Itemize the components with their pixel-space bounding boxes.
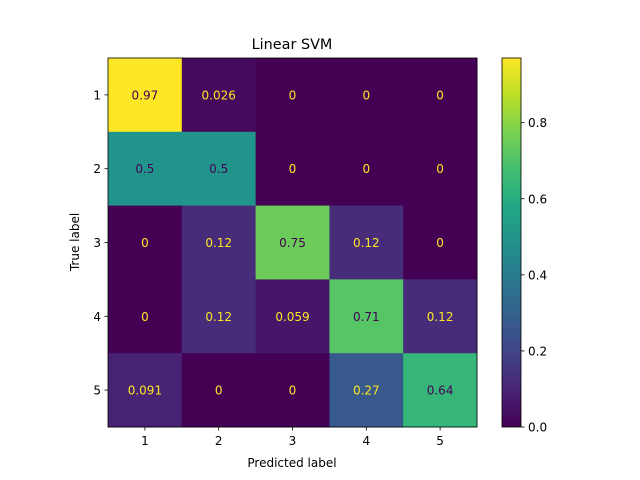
x-tick-label: 5 [436,434,444,448]
heatmap-cell [329,131,404,207]
x-tick-label: 2 [215,434,223,448]
cell-value-label: 0 [362,88,370,102]
colorbar-ticks: 0.0 0.2 0.4 0.6 0.8 [521,116,547,435]
cell-value-label: 0.12 [353,236,380,250]
cell-value-label: 0 [215,384,223,398]
cell-value-label: 0 [436,162,444,176]
y-tick-label: 5 [93,384,101,398]
cell-value-label: 0.12 [205,236,232,250]
heatmap-cell [181,353,257,428]
y-axis-label: True label [68,213,82,272]
cell-value-label: 0.12 [427,310,454,324]
cell-value-label: 0.71 [353,310,380,324]
cell-value-label: 0 [289,384,297,398]
cell-value-label: 0 [289,162,297,176]
y-axis-ticks: 1 2 3 4 5 [93,88,108,398]
heatmap-cell [181,58,257,133]
y-tick-label: 4 [93,310,101,324]
y-tick-label: 1 [93,88,101,102]
cell-value-label: 0.5 [209,162,228,176]
cell-value-label: 0.059 [275,310,309,324]
cell-value-label: 0.026 [202,88,236,102]
heatmap-cell [181,205,257,280]
heatmap-cell [403,131,478,207]
cell-value-label: 0 [141,310,149,324]
x-tick-label: 4 [362,434,370,448]
heatmap-cell [108,58,183,133]
x-tick-label: 3 [289,434,297,448]
heatmap-cell [329,58,404,133]
colorbar-tick-label: 0.4 [528,268,547,282]
heatmap-cell [108,279,183,354]
colorbar-tick-label: 0.0 [528,421,547,435]
heatmap-cell [255,131,330,207]
heatmap-cell [181,131,257,207]
heatmap-cell [108,205,183,280]
heatmap-cell [108,353,183,428]
y-tick-label: 2 [93,162,101,176]
cell-value-label: 0.64 [427,384,454,398]
heatmap-cell [403,58,478,133]
heatmap-cell-labels: 0.97 0.026 0 0 0 0.5 0.5 0 0 0 0 0.12 0.75 0.12 0 0 0.12… [128,88,454,397]
heatmap-cell [255,58,330,133]
heatmap-cell [329,353,404,428]
cell-value-label: 0.75 [279,236,306,250]
cell-value-label: 0.091 [128,384,162,398]
cell-value-label: 0 [141,236,149,250]
heatmap-cell [403,353,478,428]
heatmap-cell [255,353,330,428]
x-axis-ticks: 1 2 3 4 5 [141,427,444,448]
heatmap-cells [108,58,478,428]
cell-value-label: 0.97 [132,88,159,102]
x-axis-label: Predicted label [247,456,336,470]
colorbar-tick-label: 0.2 [528,344,547,358]
heatmap-cell [329,205,404,280]
heatmap-cell [255,205,330,280]
cell-value-label: 0.27 [353,384,380,398]
colorbar-tick-label: 0.8 [528,116,547,130]
y-tick-label: 3 [93,236,101,250]
heatmap-cell [255,279,330,354]
colorbar-tick-label: 0.6 [528,192,547,206]
cell-value-label: 0.5 [135,162,154,176]
heatmap-cell [403,279,478,354]
heatmap-cell [329,279,404,354]
cell-value-label: 0.12 [205,310,232,324]
heatmap-cell [181,279,257,354]
cell-value-label: 0 [436,88,444,102]
colorbar [501,57,522,428]
cell-value-label: 0 [362,162,370,176]
cell-value-label: 0 [289,88,297,102]
chart-title: Linear SVM [252,37,333,53]
heatmap-cell [108,131,183,207]
heatmap-cell [403,205,478,280]
x-tick-label: 1 [141,434,149,448]
cell-value-label: 0 [436,236,444,250]
